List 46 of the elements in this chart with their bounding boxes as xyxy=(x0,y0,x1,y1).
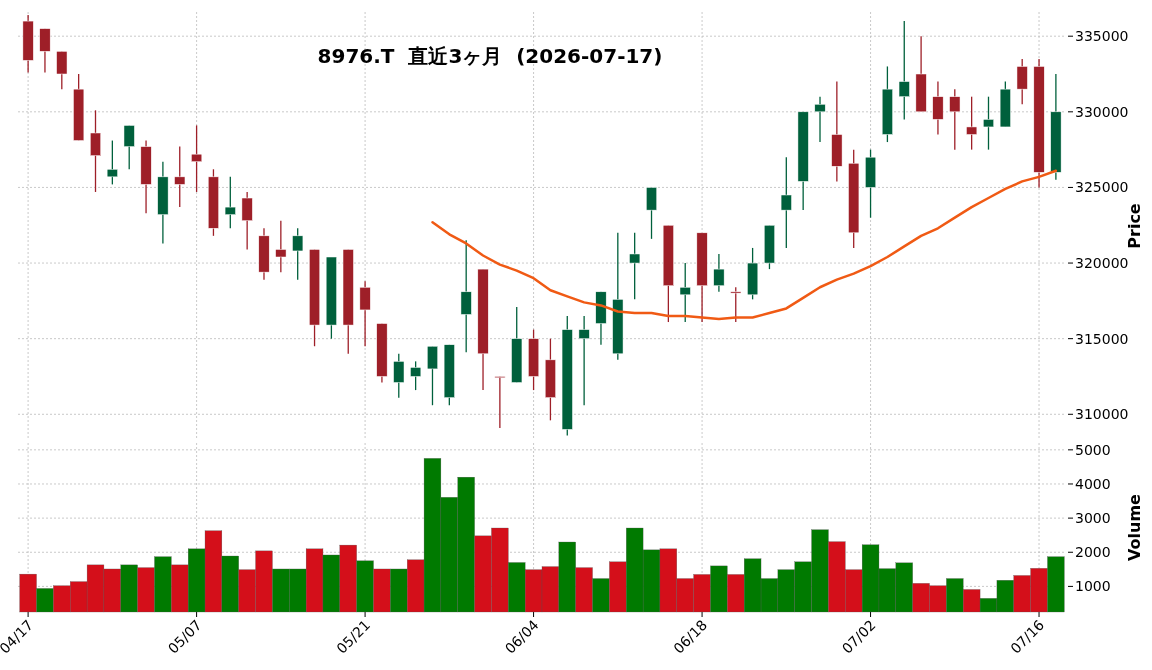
candlestick xyxy=(679,262,691,323)
candlestick xyxy=(730,286,742,323)
candlestick xyxy=(1016,58,1028,105)
candlestick xyxy=(224,176,236,229)
y-tick-label: 330000 xyxy=(1075,103,1129,120)
candlestick xyxy=(393,353,405,399)
candlestick xyxy=(106,139,118,186)
y-tick-label: 310000 xyxy=(1075,406,1129,423)
candlestick xyxy=(780,156,792,249)
candlestick xyxy=(932,80,944,136)
candlestick xyxy=(123,124,135,170)
line-series xyxy=(431,169,1058,321)
y-tick-label: 320000 xyxy=(1075,255,1129,272)
y-tick-label: 3000 xyxy=(1075,510,1111,527)
y-tick-label: 5000 xyxy=(1075,441,1111,458)
candlestick xyxy=(814,96,826,143)
y-axis-title: Price xyxy=(1125,203,1144,249)
candlestick xyxy=(460,239,472,353)
y-tick-label: 1000 xyxy=(1075,578,1111,595)
candlestick xyxy=(39,27,51,74)
candlestick xyxy=(629,232,641,300)
candlestick xyxy=(578,315,590,406)
candlestick xyxy=(494,375,506,429)
y-tick-label: 325000 xyxy=(1075,179,1129,196)
candlestick xyxy=(241,191,253,251)
text: 8976.T 直近3ヶ月 (2026-07-17) xyxy=(317,44,663,68)
candlestick xyxy=(898,20,910,121)
y-tick-label: 2000 xyxy=(1075,544,1111,561)
y-axis-title: Volume xyxy=(1125,493,1144,561)
candlestick xyxy=(646,186,657,240)
candlestick xyxy=(713,253,725,293)
candlestick xyxy=(983,96,994,151)
candlestick xyxy=(191,124,203,193)
candlestick xyxy=(949,88,961,151)
candlestick xyxy=(427,345,438,406)
y-tick-label: 315000 xyxy=(1075,330,1129,347)
y-tick-label: 4000 xyxy=(1075,475,1111,492)
candlestick xyxy=(410,360,422,391)
candlestick xyxy=(292,227,304,281)
y-tick-label: 335000 xyxy=(1075,28,1129,45)
candlestick xyxy=(275,220,287,273)
candlestick xyxy=(966,96,978,151)
candlestick xyxy=(359,280,371,347)
candlestick xyxy=(90,109,101,193)
candlestick xyxy=(56,50,68,90)
candlestick xyxy=(174,145,186,208)
